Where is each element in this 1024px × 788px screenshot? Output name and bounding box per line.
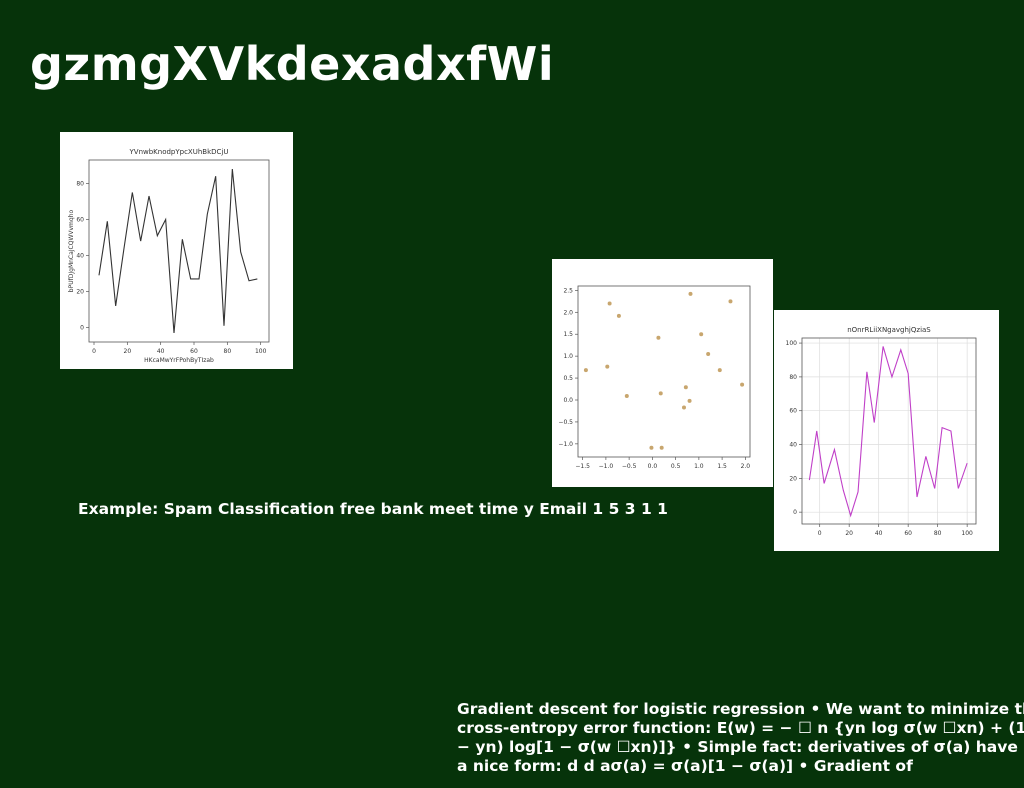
plot-frame — [577, 285, 751, 458]
scatter-point — [624, 394, 629, 399]
scatter-point — [688, 291, 693, 296]
y-tick-label: −1.0 — [558, 441, 573, 448]
x-tick-label: 40 — [157, 348, 165, 355]
scatter-point — [649, 445, 654, 450]
scatter-chart: −1.5 −1.0 −0.5 0.0 0.5 1.0 1.5 2.0 −1.0 −0.5 0.0 0.… — [558, 285, 751, 470]
x-tick-label: −1.0 — [599, 463, 614, 470]
series-line — [98, 168, 258, 334]
y-tick-label: 60 — [76, 216, 84, 223]
scatter-point — [717, 368, 722, 373]
x-tick-label: 20 — [845, 530, 853, 537]
y-tick-label: 0.5 — [563, 375, 573, 382]
scatter-point — [740, 382, 745, 387]
plot-frame — [88, 159, 270, 343]
x-tick-label: 1.5 — [717, 463, 727, 470]
y-tick-label: 1.0 — [563, 353, 573, 360]
line-chart-2: 0 20 40 60 80 100 0 20 40 60 80 100 nOnrRLiiXNgavghj… — [786, 326, 977, 537]
scatter-point — [607, 301, 612, 306]
y-tick-label: 60 — [789, 408, 797, 415]
line-chart-panel-1: 0 20 40 60 80 100 0 20 40 60 80 YVnwbKnodpYpcXUhBkD… — [60, 132, 293, 369]
y-axis-label: bPUfDJgMnCaJCQWVvmqho — [68, 209, 75, 292]
y-tick-label: 40 — [76, 253, 84, 260]
scatter-point — [681, 405, 686, 410]
y-tick-label: 0 — [793, 509, 797, 516]
body-text: Gradient descent for logistic regression… — [457, 700, 1024, 776]
y-tick-label: 0.0 — [563, 397, 573, 404]
y-tick-label: 0 — [80, 325, 84, 332]
y-tick-label: 1.5 — [563, 331, 573, 338]
x-tick-label: 0 — [92, 348, 96, 355]
x-tick-label: 60 — [904, 530, 912, 537]
scatter-point — [656, 335, 661, 340]
y-tick-label: 80 — [76, 180, 84, 187]
x-tick-label: 100 — [961, 530, 973, 537]
y-tick-label: 2.5 — [563, 287, 573, 294]
scatter-point — [605, 364, 610, 369]
series-line — [808, 346, 968, 518]
chart-title: nOnrRLiiXNgavghjQziaS — [847, 326, 931, 334]
y-tick-label: −0.5 — [558, 419, 573, 426]
scatter-point — [583, 368, 588, 373]
scatter-point — [699, 332, 704, 337]
scatter-point — [687, 398, 692, 403]
chart-title: YVnwbKnodpYpcXUhBkDCjU — [129, 148, 229, 156]
x-axis-label: HKcaMwYrFPohByTIzab — [144, 357, 214, 364]
body-line: Gradient descent for logistic regression… — [457, 700, 1024, 718]
x-tick-label: 0.0 — [648, 463, 658, 470]
y-tick-label: 2.0 — [563, 309, 573, 316]
scatter-point — [728, 299, 733, 304]
line-chart-1: 0 20 40 60 80 100 0 20 40 60 80 YVnwbKnodpYpcXUhBkD… — [68, 148, 270, 364]
body-line: − yn) log[1 − σ(w ☐xn)]} • Simple fact: … — [457, 738, 1018, 756]
body-line: a nice form: d d aσ(a) = σ(a)[1 − σ(a)] … — [457, 757, 913, 775]
y-tick-label: 40 — [789, 442, 797, 449]
x-tick-label: 100 — [255, 348, 267, 355]
slide-title: gzmgXVkdexadxfWi — [30, 37, 555, 91]
y-tick-label: 80 — [789, 374, 797, 381]
plot-frame — [801, 337, 977, 525]
y-tick-label: 20 — [76, 289, 84, 296]
x-tick-label: 40 — [875, 530, 883, 537]
scatter-point — [683, 385, 688, 390]
x-tick-label: 0 — [818, 530, 822, 537]
x-tick-label: 80 — [224, 348, 232, 355]
x-tick-label: 0.5 — [671, 463, 681, 470]
x-tick-label: −0.5 — [622, 463, 637, 470]
y-tick-label: 20 — [789, 475, 797, 482]
line-chart-panel-2: 0 20 40 60 80 100 0 20 40 60 80 100 nOnrRLiiXNgavghj… — [774, 310, 999, 551]
scatter-point — [658, 391, 663, 396]
x-tick-label: −1.5 — [575, 463, 590, 470]
body-line: cross-entropy error function: E(w) = − ☐… — [457, 719, 1024, 737]
x-tick-label: 80 — [934, 530, 942, 537]
scatter-point — [659, 445, 664, 450]
scatter-point — [616, 313, 621, 318]
x-tick-label: 60 — [190, 348, 198, 355]
scatter-chart-panel: −1.5 −1.0 −0.5 0.0 0.5 1.0 1.5 2.0 −1.0 −0.5 0.0 0.… — [552, 259, 773, 487]
scatter-point — [706, 351, 711, 356]
x-tick-label: 20 — [124, 348, 132, 355]
y-tick-label: 100 — [786, 340, 798, 347]
x-tick-label: 2.0 — [741, 463, 751, 470]
x-tick-label: 1.0 — [694, 463, 704, 470]
example-caption: Example: Spam Classification free bank m… — [78, 500, 668, 518]
